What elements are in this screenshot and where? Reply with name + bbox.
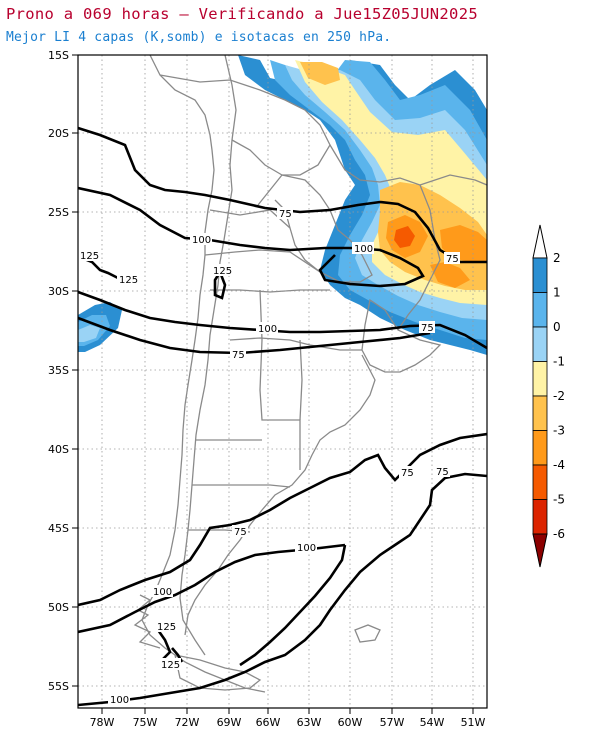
lon-label: 63W [297, 716, 322, 729]
lat-label: 55S [48, 680, 69, 693]
map-title: Prono a 069 horas — Verificando a Jue15Z… [6, 5, 478, 23]
latitude-axis: 15S 20S 25S 30S 35S 40S 45S 50S 55S [48, 49, 78, 693]
colorbar-label: -4 [553, 458, 565, 472]
lon-label: 78W [90, 716, 115, 729]
lon-label: 60W [338, 716, 363, 729]
isotach-label-100: 100 [192, 235, 211, 246]
isotach-label-75: 75 [446, 254, 459, 265]
colorbar: 2 1 0 -1 -2 -3 -4 -5 -6 [532, 224, 565, 568]
colorbar-label: -5 [553, 493, 565, 507]
lon-label: 75W [133, 716, 158, 729]
lon-label: 54W [420, 716, 445, 729]
lat-label: 35S [48, 364, 69, 377]
isotach-label-100: 100 [153, 587, 172, 598]
lon-label: 66W [256, 716, 281, 729]
isotach-label-75: 75 [421, 323, 434, 334]
lat-label: 25S [48, 206, 69, 219]
isotach-label-125: 125 [213, 266, 232, 277]
colorbar-label: -2 [553, 389, 565, 403]
graticule [78, 55, 487, 708]
isotach-label-125: 125 [119, 275, 138, 286]
isotach-label-100: 100 [354, 244, 373, 255]
lat-label: 30S [48, 285, 69, 298]
political-borders [133, 55, 487, 693]
lat-label: 50S [48, 601, 69, 614]
map-frame [77, 54, 488, 709]
colorbar-segment [532, 499, 548, 535]
colorbar-segment [532, 395, 548, 431]
isotach-label-100: 100 [110, 695, 129, 706]
colorbar-label: 0 [553, 320, 561, 334]
lat-label: 45S [48, 522, 69, 535]
isotach-label-75: 75 [401, 468, 414, 479]
lon-label: 51W [461, 716, 486, 729]
colorbar-segment [532, 257, 548, 293]
lon-label: 69W [217, 716, 242, 729]
colorbar-label: -3 [553, 424, 565, 438]
lat-label: 20S [48, 127, 69, 140]
lon-label: 57W [380, 716, 405, 729]
colorbar-label: -6 [553, 527, 565, 541]
colorbar-label: 1 [553, 286, 561, 300]
lat-label: 40S [48, 443, 69, 456]
colorbar-segment [532, 361, 548, 397]
contour-labels: 75 100 100 75 125 125 125 100 75 75 75 7… [78, 207, 460, 706]
colorbar-label: 2 [553, 251, 561, 265]
isotach-label-75: 75 [234, 527, 247, 538]
isotach-label-75: 75 [232, 350, 245, 361]
isotach-label-75: 75 [279, 209, 292, 220]
colorbar-segment [532, 464, 548, 500]
isotach-label-100: 100 [297, 543, 316, 554]
colorbar-bottom-arrow [532, 533, 548, 568]
lat-label: 15S [48, 49, 69, 62]
isotach-label-125: 125 [157, 622, 176, 633]
isotach-label-100: 100 [258, 324, 277, 335]
colorbar-segment [532, 292, 548, 328]
colorbar-segment [532, 326, 548, 362]
colorbar-label: -1 [553, 355, 565, 369]
colorbar-top-arrow [532, 224, 548, 259]
lon-label: 72W [175, 716, 200, 729]
isotach-label-125: 125 [161, 660, 180, 671]
longitude-axis: 78W 75W 72W 69W 66W 63W 60W 57W 54W 51W [90, 708, 486, 729]
colorbar-segment [532, 430, 548, 466]
isotach-label-75: 75 [436, 467, 449, 478]
map-subtitle: Mejor LI 4 capas (K,somb) e isotacas en … [6, 30, 392, 45]
isotach-label-125: 125 [80, 251, 99, 262]
